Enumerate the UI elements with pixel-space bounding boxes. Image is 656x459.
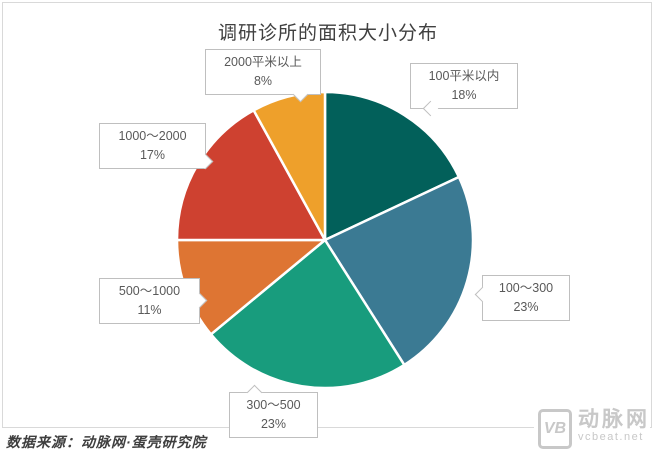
callout-label: 1000～2000 bbox=[118, 129, 187, 143]
callout-100-within: 100平米以内 18% bbox=[410, 63, 518, 117]
callout-2000-plus: 2000平米以上 8% bbox=[205, 49, 321, 103]
callout-value: 8% bbox=[253, 74, 273, 88]
callout-value: 23% bbox=[260, 417, 287, 431]
vcbeat-watermark: VB 动脉网 vcbeat.net bbox=[534, 409, 650, 449]
callout-label: 300～500 bbox=[246, 398, 301, 412]
data-source-caption: 数据来源：动脉网·蛋壳研究院 bbox=[6, 434, 207, 450]
vb-logo-icon: VB bbox=[538, 409, 572, 449]
callout-label: 100～300 bbox=[498, 281, 554, 295]
pie-slice-0 bbox=[323, 90, 461, 242]
callout-value: 17% bbox=[139, 148, 166, 162]
watermark-text: 动脉网 vcbeat.net bbox=[578, 409, 650, 444]
vb-logo-text: VB bbox=[543, 420, 567, 437]
callout-label: 100平米以内 bbox=[428, 69, 500, 83]
callout-value: 11% bbox=[137, 303, 162, 317]
watermark-brand: 动脉网 bbox=[578, 408, 650, 431]
callout-label: 2000平米以上 bbox=[224, 55, 302, 69]
pie-slice-2 bbox=[209, 238, 406, 390]
chart-title: 调研诊所的面积大小分布 bbox=[217, 23, 438, 44]
pie-slice-1 bbox=[323, 175, 475, 367]
callout-value: 23% bbox=[513, 300, 539, 314]
callout-label: 500～1000 bbox=[118, 284, 181, 298]
pie-slice-5 bbox=[252, 90, 327, 242]
callout-1000-2000: 1000～2000 17% bbox=[99, 123, 214, 169]
callout-value: 18% bbox=[451, 88, 477, 102]
callout-500-1000: 500～1000 11% bbox=[99, 278, 208, 324]
watermark-site: vcbeat.net bbox=[578, 431, 644, 443]
callout-300-500: 300～500 23% bbox=[229, 384, 318, 438]
callout-100-300: 100～300 23% bbox=[474, 275, 570, 321]
